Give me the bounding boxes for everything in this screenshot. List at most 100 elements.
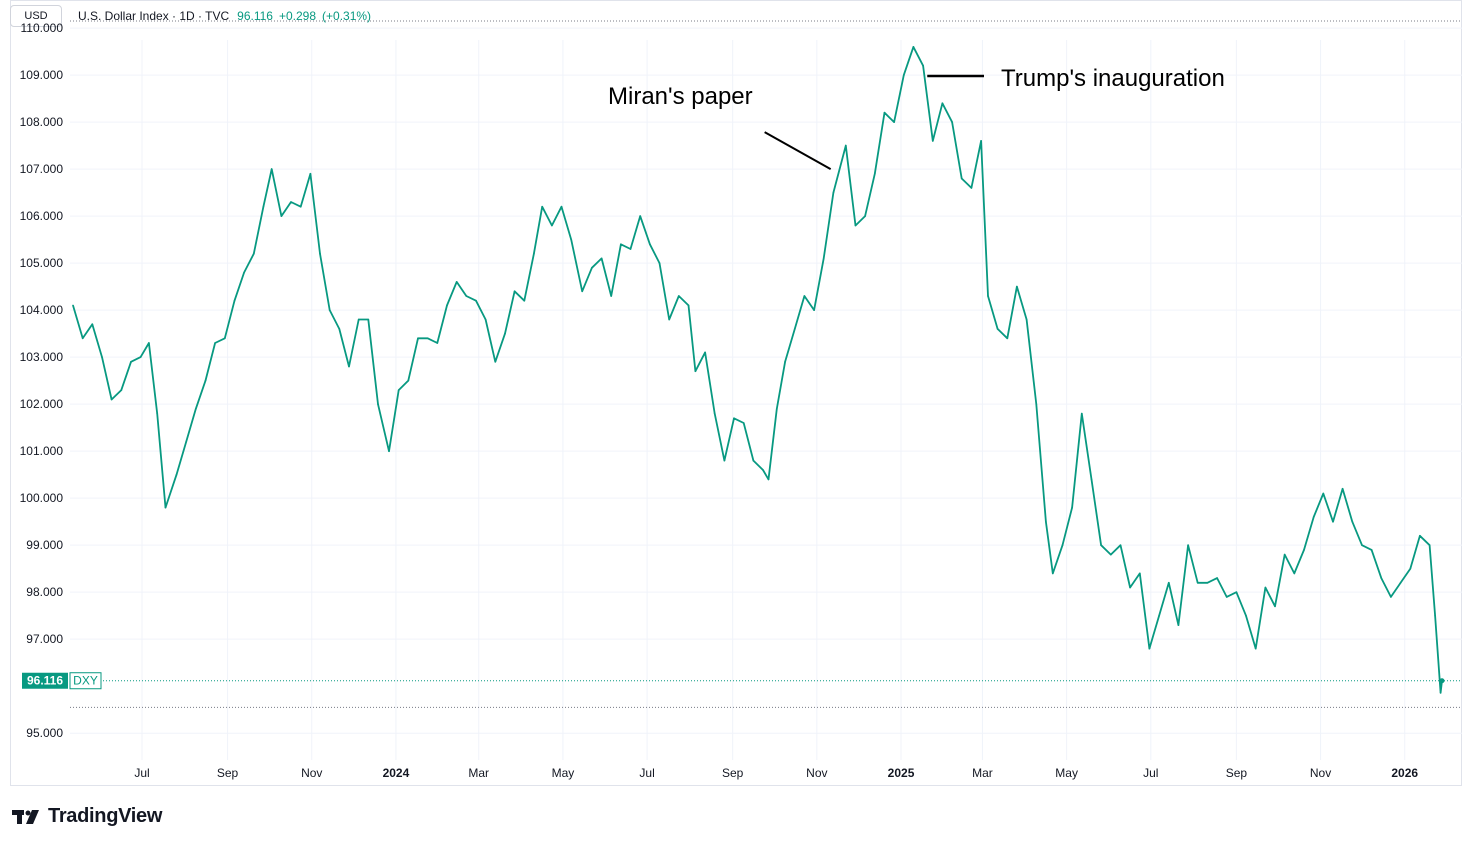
data-point bbox=[1283, 553, 1286, 556]
dxy-series-line bbox=[72, 46, 1443, 694]
x-tick-label: Mar bbox=[972, 766, 993, 780]
data-point bbox=[1187, 544, 1189, 546]
price-chart[interactable]: 110.000 109.000 108.000 107.000 106.000 105.0… bbox=[0, 0, 1474, 800]
data-point bbox=[883, 111, 886, 114]
data-point bbox=[446, 304, 448, 307]
y-tick-label: 102.000 bbox=[20, 397, 64, 411]
data-point bbox=[1168, 582, 1170, 584]
data-point bbox=[1045, 520, 1047, 523]
annotation-trump-inauguration: Trump's inauguration bbox=[1001, 65, 1225, 92]
data-point bbox=[110, 398, 113, 401]
data-point bbox=[1100, 544, 1102, 546]
data-point bbox=[1016, 285, 1018, 288]
data-point bbox=[1235, 591, 1238, 593]
data-point bbox=[822, 257, 825, 260]
data-point bbox=[752, 459, 755, 462]
data-point bbox=[175, 473, 178, 476]
data-point bbox=[397, 389, 400, 391]
data-point bbox=[1361, 544, 1363, 546]
data-point bbox=[280, 215, 283, 217]
y-tick-label: 97.000 bbox=[26, 632, 63, 646]
data-point bbox=[723, 459, 726, 462]
y-tick-label: 104.000 bbox=[20, 303, 64, 317]
x-tick-label: 2026 bbox=[1391, 766, 1418, 780]
annotation-arrow-miran bbox=[764, 131, 832, 170]
data-point bbox=[120, 389, 123, 391]
data-point bbox=[591, 267, 593, 269]
data-point bbox=[1245, 614, 1247, 617]
data-point bbox=[253, 252, 255, 255]
data-point bbox=[864, 215, 866, 217]
data-point bbox=[854, 224, 857, 227]
data-point bbox=[484, 318, 487, 321]
data-point bbox=[713, 412, 716, 415]
data-point bbox=[560, 205, 563, 208]
data-point bbox=[1110, 553, 1112, 556]
data-point bbox=[233, 299, 236, 302]
data-point bbox=[504, 332, 506, 335]
symbol-title: U.S. Dollar Index · 1D · TVC bbox=[78, 9, 230, 23]
currency-button[interactable]: USD bbox=[10, 5, 62, 27]
data-point bbox=[367, 318, 370, 321]
data-point bbox=[185, 441, 187, 443]
data-point bbox=[1139, 572, 1141, 575]
data-point bbox=[1006, 337, 1009, 340]
x-tick-label: Jul bbox=[639, 766, 654, 780]
data-point bbox=[1129, 586, 1131, 589]
data-point bbox=[1380, 577, 1383, 579]
y-tick-label: 101.000 bbox=[20, 444, 64, 458]
data-point bbox=[130, 361, 132, 363]
data-point bbox=[156, 412, 158, 415]
x-tick-label: Sep bbox=[217, 766, 239, 780]
y-tick-label: 106.000 bbox=[20, 209, 64, 223]
data-point bbox=[668, 318, 670, 321]
data-point bbox=[426, 337, 429, 340]
data-point bbox=[262, 205, 265, 208]
x-tick-label: 2025 bbox=[888, 766, 915, 780]
data-point bbox=[776, 408, 778, 410]
data-point bbox=[195, 408, 197, 410]
data-point bbox=[1052, 572, 1054, 575]
y-tick-label: 108.000 bbox=[20, 115, 64, 129]
data-point bbox=[1196, 582, 1199, 584]
x-tick-label: Nov bbox=[301, 766, 322, 780]
data-point bbox=[1274, 605, 1276, 608]
data-point bbox=[1090, 478, 1093, 481]
data-point bbox=[1439, 692, 1442, 694]
data-point bbox=[164, 506, 167, 509]
tradingview-logo-icon[interactable] bbox=[12, 807, 42, 827]
data-point bbox=[1264, 586, 1267, 589]
data-point bbox=[658, 262, 661, 264]
data-point bbox=[1148, 647, 1151, 650]
data-point bbox=[1071, 506, 1073, 509]
data-point bbox=[996, 328, 999, 330]
data-point bbox=[903, 74, 905, 76]
data-point bbox=[338, 328, 341, 330]
data-point bbox=[987, 295, 989, 297]
data-point bbox=[581, 290, 583, 293]
data-point bbox=[980, 140, 982, 142]
data-point bbox=[1428, 544, 1431, 546]
data-point bbox=[1206, 582, 1209, 584]
price-label-value: 96.116 bbox=[27, 674, 63, 688]
data-point bbox=[704, 351, 706, 354]
data-point bbox=[1341, 488, 1344, 490]
x-tick-label: Sep bbox=[722, 766, 744, 780]
data-point bbox=[941, 102, 944, 105]
data-point bbox=[1434, 614, 1436, 617]
data-point bbox=[794, 328, 796, 330]
data-point bbox=[1370, 549, 1373, 551]
data-point bbox=[1390, 596, 1392, 598]
data-point bbox=[494, 361, 497, 363]
data-point bbox=[1177, 624, 1180, 626]
data-point bbox=[436, 342, 439, 344]
y-tick-label: 105.000 bbox=[20, 256, 64, 270]
y-tick-label: 107.000 bbox=[20, 162, 64, 176]
data-point bbox=[224, 337, 226, 340]
annotation-miran-paper: Miran's paper bbox=[608, 83, 753, 110]
data-point bbox=[1351, 520, 1354, 523]
data-point bbox=[1322, 492, 1325, 495]
data-point bbox=[72, 304, 74, 307]
x-tick-label: Nov bbox=[1310, 766, 1331, 780]
y-tick-label: 95.000 bbox=[26, 726, 63, 740]
